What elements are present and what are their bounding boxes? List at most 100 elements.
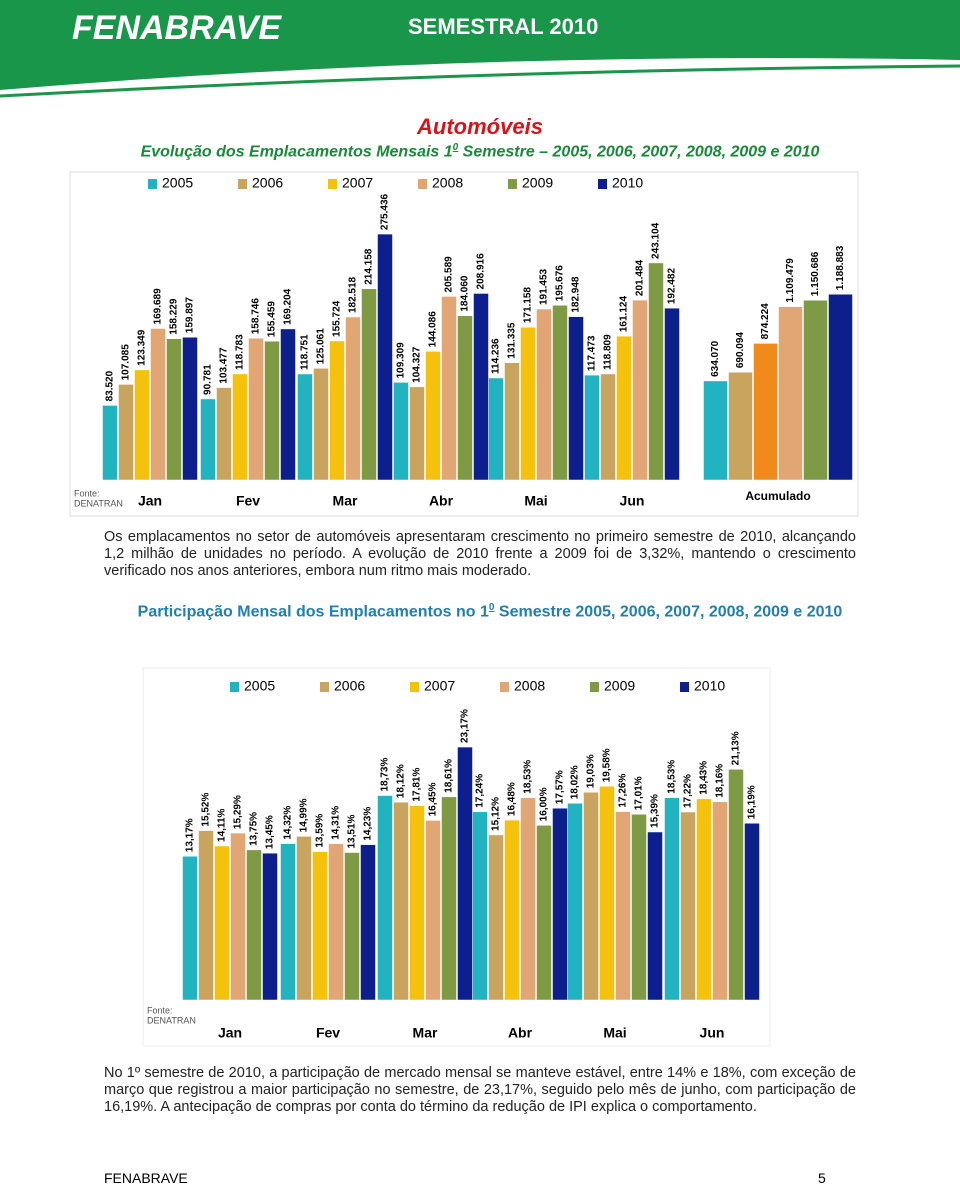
value-label: 17,24% [475, 774, 486, 808]
value-label: 14,11% [217, 808, 228, 841]
value-label: 13,75% [249, 812, 260, 846]
legend-label: 2008 [432, 175, 463, 191]
value-label: 103.477 [219, 347, 230, 384]
legend-swatch [500, 682, 509, 692]
value-label: 18,16% [715, 764, 726, 798]
value-label: 214.158 [364, 248, 375, 285]
value-label: 18,73% [380, 758, 391, 792]
bar [360, 844, 376, 1001]
value-label: 18,43% [699, 761, 710, 795]
value-label: 18,02% [570, 765, 581, 799]
bar [728, 769, 744, 1001]
bar [680, 811, 696, 1001]
bar [361, 288, 377, 481]
bar [425, 351, 441, 481]
value-label: 195.676 [555, 265, 566, 302]
bar [296, 836, 312, 1001]
legend-swatch [238, 179, 247, 189]
value-label: 83.520 [105, 370, 116, 401]
bar [118, 384, 134, 481]
x-tick-label: Fev [236, 493, 260, 509]
value-label: 117.473 [587, 335, 598, 371]
subtitle: Evolução dos Emplacamentos Mensais 10 Se… [0, 142, 960, 161]
chart-title-part: Semestre 2005, 2006, 2007, 2008, 2009 e … [494, 603, 843, 621]
value-label: 15,12% [491, 797, 502, 831]
value-label: 208.916 [476, 253, 487, 290]
value-label: 201.484 [635, 260, 646, 297]
bar [803, 299, 828, 481]
value-label: 13,45% [265, 815, 276, 849]
legend-swatch [508, 179, 517, 189]
bar [457, 746, 473, 1001]
bar [567, 803, 583, 1001]
bar [728, 371, 753, 481]
bar [344, 852, 360, 1001]
legend-label: 2006 [252, 175, 283, 191]
value-label: 171.158 [523, 287, 534, 324]
value-label: 191.453 [539, 268, 550, 305]
bar [150, 328, 166, 481]
value-label: 16,45% [428, 782, 439, 816]
bar [425, 820, 441, 1001]
value-label: 14,23% [363, 807, 374, 841]
value-label: 690.094 [735, 332, 746, 369]
value-label: 15,29% [233, 795, 244, 829]
value-label: 123.349 [137, 329, 148, 366]
value-label: 17,81% [412, 768, 423, 802]
bar [216, 387, 232, 481]
value-label: 21,13% [731, 731, 742, 765]
legend-swatch [328, 179, 337, 189]
chart-frame [142, 667, 771, 1047]
value-label: 243.104 [651, 222, 662, 259]
x-tick-label: Jun [700, 1025, 725, 1041]
bar [631, 814, 647, 1001]
bar [753, 343, 778, 481]
legend-label: 2008 [514, 678, 545, 694]
legend-swatch [148, 179, 157, 189]
value-label: 1.188.883 [835, 245, 846, 290]
bar [297, 373, 313, 481]
value-label: 14,31% [331, 806, 342, 840]
bar [377, 795, 393, 1001]
value-label: 17,26% [618, 774, 629, 808]
bar [616, 335, 632, 481]
chart-title-part: Participação Mensal dos Emplacamentos no… [137, 603, 489, 621]
bar [409, 805, 425, 1001]
chart-title-sup: 0 [488, 602, 495, 613]
bar [520, 797, 536, 1001]
value-label: 17,57% [555, 770, 566, 804]
x-tick-label: Jun [620, 493, 645, 509]
value-label: 184.060 [460, 275, 471, 312]
bar [182, 336, 198, 481]
bar [393, 801, 409, 1001]
value-label: 18,53% [667, 760, 678, 794]
value-label: 131.335 [507, 322, 518, 359]
bar [552, 305, 568, 481]
footer-right: 5 [818, 1170, 826, 1184]
legend-label: 2009 [604, 678, 635, 694]
source-label: Fonte: [147, 1005, 173, 1015]
value-label: 19,03% [586, 754, 597, 788]
legend-swatch [230, 682, 239, 692]
bar [409, 386, 425, 481]
bar [230, 832, 246, 1001]
bar [568, 316, 584, 481]
legend-label: 2005 [244, 678, 275, 694]
paragraph: Os emplacamentos no setor de automóveis … [104, 529, 856, 579]
value-label: 118.809 [603, 334, 614, 370]
bar [232, 373, 248, 481]
value-label: 1.109.479 [785, 258, 796, 303]
bar [262, 852, 278, 1001]
bar [214, 845, 230, 1001]
value-label: 169.689 [153, 288, 164, 325]
source: DENATRAN [147, 1015, 196, 1025]
legend-swatch [320, 682, 329, 692]
subtitle-part: Semestre – 2005, 2006, 2007, 2008, 2009 … [458, 143, 820, 161]
bar [472, 811, 488, 1001]
title: Automóveis [417, 114, 543, 139]
bar [329, 340, 345, 481]
logo: FENABRAVE [72, 9, 282, 47]
bar [696, 798, 712, 1001]
